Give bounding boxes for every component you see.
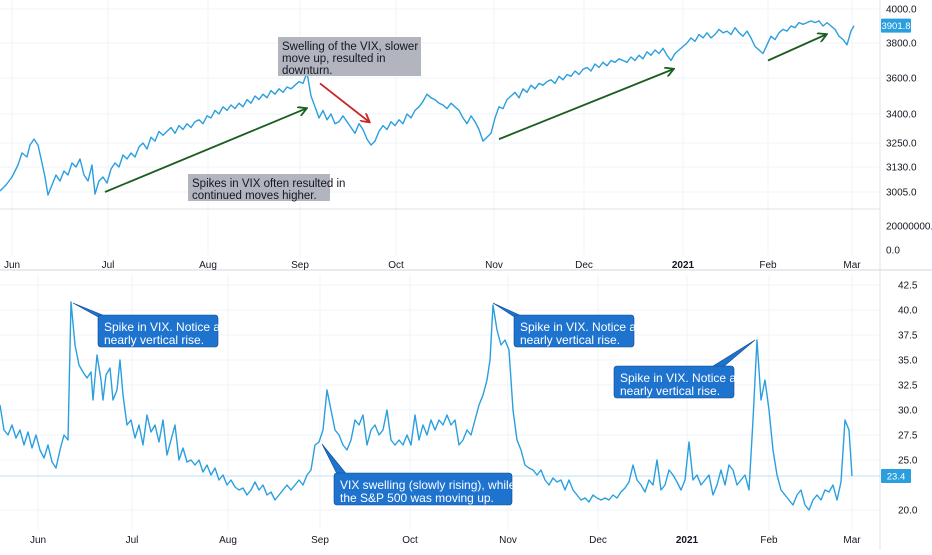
note-text: downturn.: [282, 65, 333, 77]
note-box: [278, 37, 421, 76]
note-text: move up, resulted in: [282, 53, 386, 65]
spx-y-tick-label: 3005.0: [886, 188, 917, 199]
vix-x-tick-label: Dec: [589, 535, 607, 546]
vix-x-tick-label: Feb: [760, 535, 778, 546]
vix-x-tick-label: Oct: [402, 535, 418, 546]
vix-y-tick-label: 20.0: [898, 506, 918, 517]
callout-pointer: [708, 339, 756, 369]
spx-y-tick-label: 3600.0: [886, 74, 917, 85]
price-tag-box: [881, 18, 911, 33]
volume-tick-label: 20000000.0: [886, 222, 932, 233]
red-arrow: [319, 82, 369, 121]
note-text: Swelling of the VIX, slower: [282, 41, 418, 53]
vix-x-tick-label: Aug: [219, 535, 237, 546]
spx-x-tick-label: Aug: [199, 260, 217, 271]
spx-x-tick-label: Oct: [388, 260, 404, 271]
vix-x-tick-label: Nov: [499, 535, 517, 546]
vix-x-tick-label: Jun: [30, 535, 46, 546]
vix-y-tick-label: 27.5: [898, 431, 918, 442]
spx-x-tick-label: 2021: [672, 260, 695, 271]
note-box: [188, 174, 330, 201]
vix-y-tick-label: 30.0: [898, 406, 918, 417]
vix-x-tick-label: 2021: [676, 535, 699, 546]
callout-text: VIX swelling (slowly rising), while: [340, 478, 516, 492]
green-arrow-3: [767, 35, 826, 62]
green-arrow-0: [104, 109, 306, 193]
green-arrow-2: [498, 69, 673, 140]
vix-last-value-tag: 23.4: [881, 469, 911, 483]
vix-y-tick-label: 32.5: [898, 381, 918, 392]
spx-y-tick-label: 3800.0: [886, 39, 917, 50]
spx-x-tick-label: Jul: [102, 260, 115, 271]
spx-y-tick-label: 4000.0: [886, 5, 917, 16]
callout-text: nearly vertical rise.: [520, 333, 620, 347]
spx-y-tick-label: 3130.0: [886, 163, 917, 174]
spx-x-tick-label: Jun: [4, 260, 20, 271]
vix-x-tick-label: Mar: [843, 535, 861, 546]
vix-y-tick-label: 42.5: [898, 281, 918, 292]
callout-text: nearly vertical rise.: [620, 384, 720, 398]
vix-y-tick-label: 40.0: [898, 306, 918, 317]
callout-box: [513, 314, 635, 348]
price-tag-box: [881, 469, 911, 483]
spx-x-tick-label: Feb: [759, 260, 777, 271]
vix-y-tick-label: 37.5: [898, 331, 918, 342]
callout-box: [97, 314, 219, 348]
vix-y-tick-label: 25.0: [898, 456, 918, 467]
callout-text: Spike in VIX. Notice a: [520, 320, 636, 334]
annotation-vix-spikes: Spikes in VIX often resulted incontinued…: [188, 174, 345, 202]
axis-layer: 4000.0 3800.0 3600.0 3400.0 3250.0 3130.0 3005…: [4, 5, 932, 547]
vix-x-tick-label: Jul: [126, 535, 139, 546]
spx-y-tick-label: 3400.0: [886, 110, 917, 121]
vix-x-tick-label: Sep: [311, 535, 329, 546]
grid-layer: [0, 0, 880, 530]
callout-text: Spike in VIX. Notice a: [104, 320, 220, 334]
spx-x-tick-label: Mar: [843, 260, 861, 271]
vix-y-tick-label: 35.0: [898, 356, 918, 367]
spx-last-value-tag: 3901.8: [881, 18, 911, 33]
price-tag-text: 23.4: [887, 472, 906, 483]
note-text: Spikes in VIX often resulted in: [192, 178, 345, 190]
spx-price-line: [0, 20, 855, 196]
price-tag-text: 3901.8: [881, 21, 910, 32]
spx-y-tick-label: 3250.0: [886, 139, 917, 150]
spx-x-tick-label: Dec: [575, 260, 593, 271]
arrow-layer: [104, 35, 826, 193]
spx-x-tick-label: Nov: [485, 260, 503, 271]
callout-text: nearly vertical rise.: [104, 333, 204, 347]
note-text: continued moves higher.: [192, 190, 317, 202]
callout-text: the S&P 500 was moving up.: [340, 491, 494, 505]
vix-price-line: [0, 301, 853, 511]
callout-box: [333, 472, 513, 506]
callout-text: Spike in VIX. Notice a: [620, 371, 736, 385]
volume-tick-label: 0.0: [886, 246, 900, 257]
spx-x-tick-label: Sep: [291, 260, 309, 271]
callout-box: [613, 365, 735, 399]
